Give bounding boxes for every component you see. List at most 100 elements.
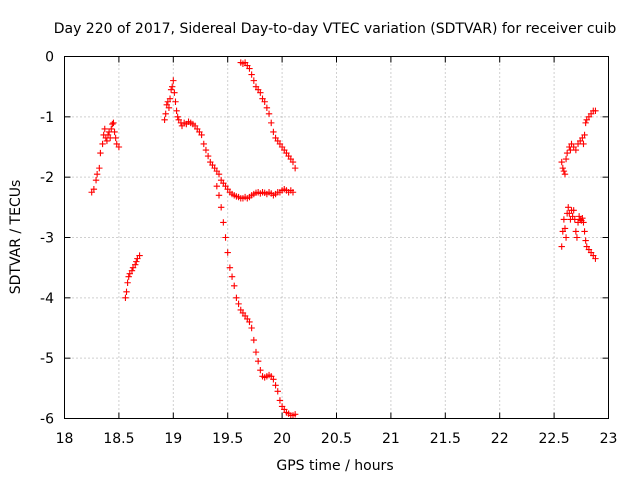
data-point: [559, 164, 567, 172]
data-point: [215, 192, 223, 199]
x-tick-label: 20: [273, 431, 291, 447]
data-point: [172, 98, 179, 105]
data-point: [132, 261, 139, 268]
data-point: [204, 152, 212, 160]
grid-lines: [64, 56, 609, 419]
data-point: [570, 207, 577, 214]
data-point: [171, 89, 178, 96]
data-point: [581, 228, 588, 235]
data-point: [222, 234, 229, 241]
data-point: [161, 116, 168, 124]
data-point: [202, 146, 210, 154]
data-point: [224, 249, 231, 256]
data-point: [173, 107, 180, 114]
data-point: [567, 146, 574, 154]
x-axis-label: GPS time / hours: [276, 458, 393, 474]
data-point: [136, 252, 143, 259]
data-point: [291, 164, 299, 172]
data-point: [254, 357, 262, 365]
data-point: [103, 137, 111, 145]
data-point: [561, 170, 569, 178]
y-tick-label: -1: [40, 110, 54, 126]
data-point: [169, 83, 176, 90]
chart-title: Day 220 of 2017, Sidereal Day-to-day VTE…: [54, 21, 617, 37]
data-point: [289, 189, 297, 196]
data-point: [165, 104, 173, 111]
data-point: [250, 336, 258, 344]
x-tick-label: 22: [491, 431, 509, 447]
data-point: [575, 213, 583, 220]
data-point: [96, 164, 103, 172]
x-tick-label: 19: [164, 431, 182, 447]
data-point: [92, 176, 100, 184]
data-point: [106, 134, 114, 142]
data-point: [93, 170, 101, 178]
data-point: [248, 71, 255, 78]
data-point: [572, 146, 580, 154]
x-tick-label: 21: [382, 431, 400, 447]
data-point: [560, 216, 568, 223]
data-point: [226, 264, 234, 271]
data-point: [272, 382, 279, 389]
data-point: [246, 318, 253, 326]
data-point: [261, 98, 268, 105]
data-point: [122, 294, 129, 302]
data-point: [231, 282, 238, 289]
y-tick-label: -6: [40, 412, 54, 428]
y-tick-label: -5: [40, 351, 54, 367]
data-point: [166, 95, 174, 102]
data-point: [257, 367, 264, 374]
data-point: [592, 107, 599, 114]
data-point: [563, 149, 571, 157]
data-point: [213, 183, 221, 190]
y-axis-label: SDTVAR / TECUs: [8, 180, 24, 295]
data-point: [198, 131, 205, 139]
data-point: [581, 131, 588, 139]
data-point: [276, 397, 284, 404]
data-point: [268, 119, 275, 127]
y-tick-label: -3: [40, 231, 54, 247]
data-point: [235, 300, 242, 308]
data-point: [167, 86, 175, 93]
data-points: [88, 59, 599, 419]
data-point: [558, 158, 565, 166]
data-point: [562, 155, 570, 163]
data-point: [200, 140, 207, 148]
y-axis: 0 -1 -2 -3 -4 -5 -6: [40, 50, 609, 428]
data-point: [291, 411, 299, 418]
data-point: [233, 294, 240, 302]
x-tick-label: 21.5: [430, 431, 461, 447]
data-point: [270, 376, 277, 383]
x-tick-label: 22.5: [539, 431, 570, 447]
data-point: [133, 258, 140, 265]
data-point: [579, 214, 586, 222]
data-point: [220, 219, 227, 226]
data-point: [270, 128, 277, 136]
y-tick-label: -2: [40, 170, 54, 186]
data-point: [90, 186, 98, 193]
data-point: [115, 143, 123, 151]
data-point: [263, 104, 271, 111]
x-tick-label: 18.5: [103, 431, 134, 447]
data-point: [123, 288, 130, 295]
data-point: [571, 216, 578, 223]
data-point: [108, 125, 115, 133]
data-point: [580, 219, 587, 226]
data-point: [128, 267, 136, 274]
data-point: [217, 204, 225, 211]
data-point: [561, 225, 569, 232]
data-point: [125, 273, 132, 280]
x-tick-label: 18: [56, 431, 74, 447]
data-point: [101, 125, 108, 133]
data-point: [592, 255, 599, 262]
data-point: [573, 234, 581, 241]
data-point: [558, 243, 565, 250]
x-tick-label: 20.5: [321, 431, 352, 447]
data-point: [582, 119, 589, 127]
data-point: [562, 234, 570, 241]
data-point: [112, 134, 119, 142]
y-tick-label: -4: [40, 291, 54, 307]
data-point: [124, 279, 131, 286]
data-point: [274, 388, 281, 395]
